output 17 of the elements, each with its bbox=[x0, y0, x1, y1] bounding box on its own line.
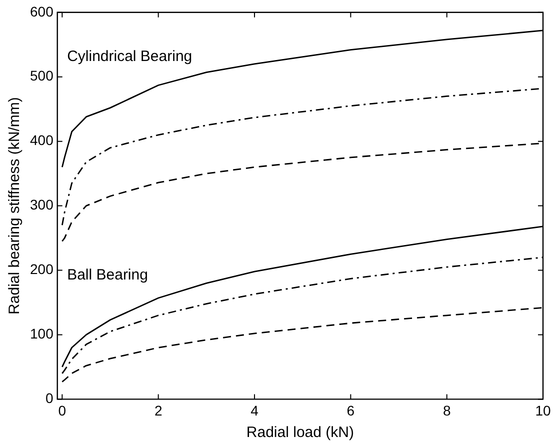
x-axis-title: Radial load (kN) bbox=[246, 424, 354, 442]
x-tick-label: 0 bbox=[58, 402, 66, 418]
y-tick-label: 100 bbox=[30, 326, 54, 342]
y-tick-label: 600 bbox=[30, 3, 54, 20]
y-tick-label: 0 bbox=[46, 390, 54, 406]
annotation: Cylindrical Bearing bbox=[67, 48, 192, 66]
annotation: Ball Bearing bbox=[67, 266, 148, 284]
x-tick-label: 8 bbox=[442, 402, 451, 418]
y-tick-label: 300 bbox=[30, 196, 54, 213]
y-tick-label: 400 bbox=[30, 132, 54, 148]
x-tick-label: 10 bbox=[535, 402, 551, 418]
y-tick-label: 200 bbox=[30, 261, 54, 278]
x-tick-label: 2 bbox=[154, 402, 162, 418]
y-axis-title: Radial bearing stiffness (kN/mm) bbox=[6, 97, 24, 314]
y-tick-label: 500 bbox=[30, 68, 54, 84]
x-tick-label: 4 bbox=[250, 402, 259, 418]
x-tick-label: 6 bbox=[346, 402, 355, 418]
